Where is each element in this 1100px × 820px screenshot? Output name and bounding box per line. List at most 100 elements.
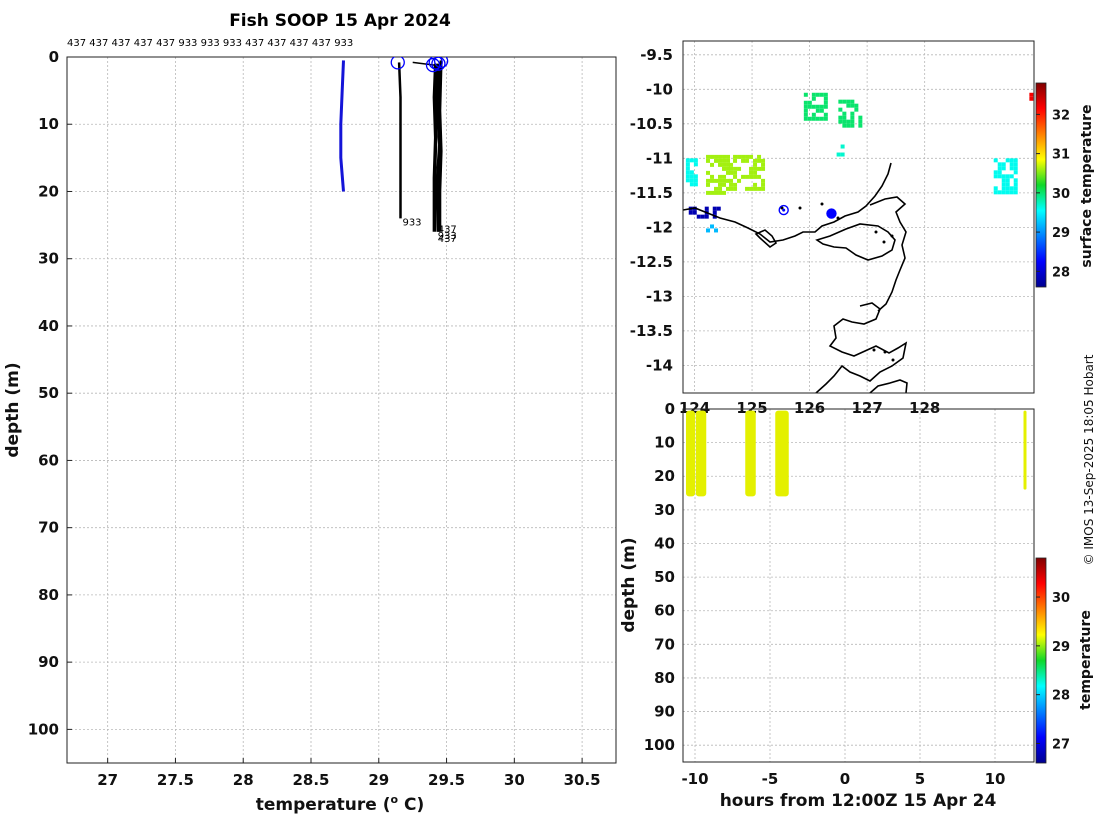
profile-x-axis-label: temperature (o C): [256, 793, 425, 815]
map-temperature-pixel: [722, 158, 727, 163]
map-temperature-pixel: [803, 92, 808, 97]
map-temperature-pixel: [737, 166, 742, 171]
map-temperature-pixel: [693, 182, 698, 187]
map-temperature-pixel: [722, 190, 727, 195]
map-colorbar-label: surface temperature: [1079, 104, 1095, 267]
map-temperature-pixel: [1013, 170, 1018, 175]
time-depth-frame: [682, 408, 1035, 763]
map-temperature-pixel: [1013, 158, 1018, 163]
profile-x-tick-label: 27.5: [157, 771, 194, 789]
map-temperature-pixel: [733, 166, 738, 171]
map-temperature-pixel: [1009, 174, 1014, 179]
map-temperature-pixel: [696, 214, 701, 219]
profile-series: [339, 57, 449, 232]
map-temperature-pixel: [807, 100, 812, 105]
map-temperature-pixel: [761, 186, 766, 191]
map-temperature-pixel: [823, 92, 828, 97]
time-depth-x-tick-label: 0: [840, 770, 850, 788]
time-depth-y-tick-label: 50: [654, 568, 675, 586]
island-dot: [836, 216, 840, 220]
map-temperature-pixel: [803, 116, 808, 121]
map-temperature-pixel: [716, 206, 721, 211]
map-temperature-pixel: [704, 206, 709, 211]
map-temperature-pixel: [1013, 178, 1018, 183]
map-colorbar-tick-label: 29: [1052, 226, 1070, 241]
profile-line: [438, 60, 443, 232]
credit-text: © IMOS 13-Sep-2025 18:05 Hobart: [1082, 354, 1096, 565]
map-temperature-pixel: [733, 154, 738, 159]
profile-y-tick-label: 80: [38, 586, 59, 604]
time-depth-casts: [686, 410, 1027, 497]
map-ship-position: [782, 208, 786, 212]
map-temperature-pixel: [718, 190, 723, 195]
map-temperature-pixel: [733, 182, 738, 187]
map-temperature-pixel: [1005, 174, 1010, 179]
profile-surface-marker: [431, 57, 446, 71]
profile-y-tick-label: 90: [38, 653, 59, 671]
time-depth-cast: [1023, 410, 1027, 490]
map-temperature-pixel: [689, 158, 694, 163]
profile-x-tick-label: 28.5: [292, 771, 329, 789]
map-temperature-pixel: [1009, 166, 1014, 171]
map-temperature-pixel: [685, 170, 690, 175]
map-temperature-pixel: [722, 174, 727, 179]
map-temperature-pixel: [858, 119, 863, 124]
map-temperature-pixel: [993, 158, 998, 163]
map-temperature-pixel: [1001, 186, 1006, 191]
map-temperature-pixel: [706, 178, 711, 183]
time-depth-x-tick-label: 5: [915, 770, 925, 788]
map-lat-tick-label: -13: [646, 287, 673, 305]
map-temperature-pixel: [737, 154, 742, 159]
map-temperature-pixel: [733, 158, 738, 163]
island-dot: [882, 240, 886, 244]
map-temperature-pixel: [718, 158, 723, 163]
profile-x-tick-label: 30.5: [564, 771, 601, 789]
map-temperature-pixel: [710, 154, 715, 159]
coastline-island: [815, 223, 896, 261]
map-ship-position: [826, 209, 836, 219]
map-temperature-pixel: [726, 166, 731, 171]
map-temperature-pixel: [757, 186, 762, 191]
map-temperature-pixel: [1001, 182, 1006, 187]
profile-y-ticks: 0 10 20 30 40 50 60 70 80 90 100: [28, 48, 72, 738]
temperature-colorbar: [1035, 557, 1047, 764]
time-depth-chart: -10 -5 0 5 10 0 10 20 30 40 50 60 70 80 90 100 hours f…: [619, 400, 1094, 811]
coastline-bay: [754, 229, 778, 249]
map-temperature-pixel: [850, 111, 855, 116]
map-temperature-pixel: [753, 158, 758, 163]
map-temperature-pixel: [838, 107, 843, 112]
map-temperature-pixel: [1009, 158, 1014, 163]
temperature-colorbar-ticks: 27 28 29 30: [1036, 591, 1070, 752]
map-lat-tick-label: -12.5: [630, 253, 673, 271]
map-coastline: [683, 162, 908, 393]
map-temperature-pixel: [710, 224, 715, 229]
map-temperature-pixel: [819, 92, 824, 97]
map-temperature-pixel: [722, 178, 727, 183]
island-dot: [874, 230, 878, 234]
map-temperature-pixel: [850, 103, 855, 108]
time-depth-gridlines: [683, 408, 1034, 762]
map-temperature-pixel: [761, 166, 766, 171]
map-temperature-pixel: [712, 210, 717, 215]
profile-plot-frame: [66, 56, 617, 764]
map-temperature-pixel: [807, 116, 812, 121]
map-temperature-pixel: [815, 92, 820, 97]
map-temperature-pixel: [842, 115, 847, 120]
map-temperature-pixel: [1001, 190, 1006, 195]
map-temperature-pixel: [749, 186, 754, 191]
map-temperature-pixel: [846, 119, 851, 124]
map-temperature-pixel: [729, 186, 734, 191]
map-temperature-pixel: [714, 178, 719, 183]
map-temperature-pixel: [757, 166, 762, 171]
profile-x-ticks: 27 27.5 28 28.5 29 29.5 30 30.5: [97, 758, 601, 789]
map-temperature-pixel: [854, 103, 859, 108]
map-temperature-pixel: [838, 119, 843, 124]
map-temperature-pixel: [1001, 174, 1006, 179]
map-temperature-pixel: [688, 210, 693, 215]
profile-x-tick-label: 29: [368, 771, 389, 789]
profile-x-tick-label: 29.5: [428, 771, 465, 789]
map-temperature-pixel: [850, 99, 855, 104]
map-lat-tick-label: -12: [646, 218, 673, 236]
map-frame: [682, 40, 1035, 394]
map-temperature-pixel: [1009, 190, 1014, 195]
